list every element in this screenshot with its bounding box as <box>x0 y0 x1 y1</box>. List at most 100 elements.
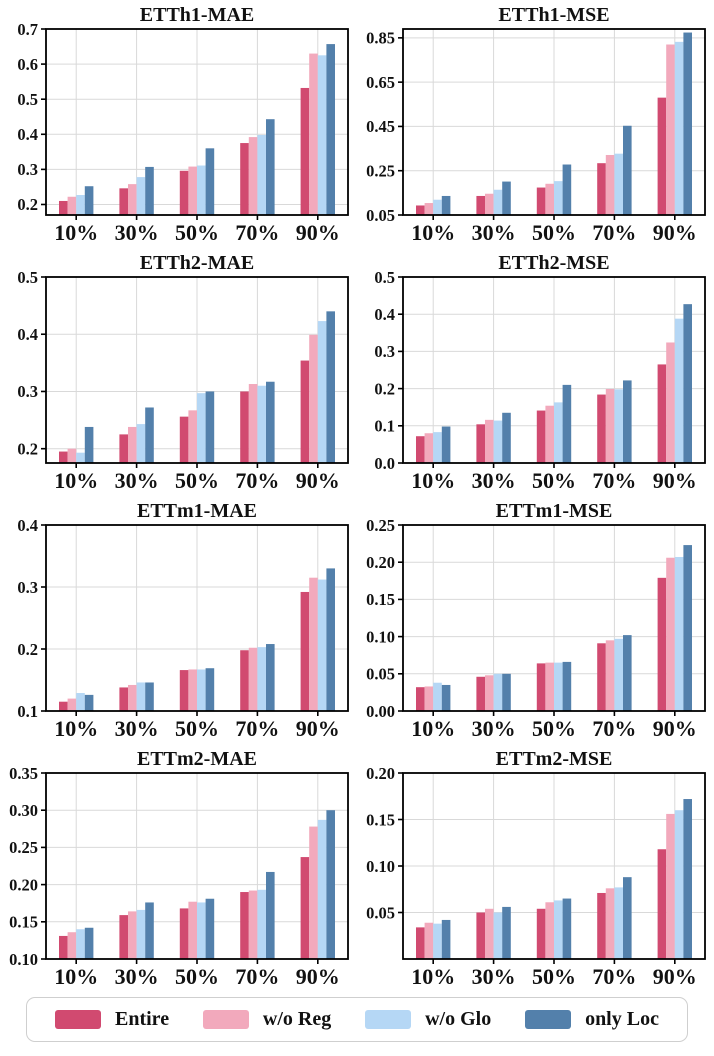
bar-only-loc-30% <box>502 673 511 711</box>
bar-w-o-reg-90% <box>309 577 318 711</box>
legend-label: w/o Reg <box>262 1008 332 1030</box>
bar-w-o-reg-10% <box>67 932 77 959</box>
y-tick-label: 0.10 <box>366 857 395 876</box>
bar-w-o-reg-10% <box>424 433 434 463</box>
x-tick-label: 70% <box>592 220 636 245</box>
bar-only-loc-50% <box>205 391 215 463</box>
bar-w-o-glo-10% <box>76 194 85 215</box>
bar-w-o-reg-90% <box>666 44 675 215</box>
bar-only-loc-50% <box>562 898 572 959</box>
bar-entire-30% <box>476 676 485 711</box>
wo-reg-swatch-icon <box>202 1010 249 1029</box>
bar-w-o-glo-50% <box>554 402 563 463</box>
y-tick-label: 0.7 <box>17 20 38 39</box>
chart-etth1-mse: 0.05 0.25 0.45 0.65 0.85 10% 30% 50% 70% 90% ETTh1… <box>357 2 714 250</box>
bar-only-loc-10% <box>84 426 94 463</box>
bar-w-o-reg-90% <box>309 334 318 463</box>
x-tick-label: 30% <box>115 716 159 741</box>
chart-canvas: 0.2 0.3 0.4 0.5 10% 30% 50% 70% 90% ETTh2-MAE <box>17 252 349 493</box>
bar-w-o-glo-70% <box>257 385 266 463</box>
chart-canvas: 0.05 0.10 0.15 0.20 10% 30% 50% 70% 90% ETTm2-MSE <box>366 748 706 989</box>
charts-grid: 0.2 0.3 0.4 0.5 0.6 0.7 10% 30% 50% 70% 90% ETTh1-M… <box>0 2 714 994</box>
bar-w-o-reg-10% <box>424 922 434 959</box>
chart-ettm2-mae: 0.10 0.15 0.20 0.25 0.30 0.35 10% 30% 50% 70% 90% E… <box>0 746 357 994</box>
bar-w-o-glo-30% <box>493 420 503 463</box>
bar-entire-70% <box>597 394 606 463</box>
bar-only-loc-70% <box>623 125 632 215</box>
bar-entire-10% <box>416 436 425 463</box>
x-tick-label: 90% <box>653 716 697 741</box>
bar-only-loc-10% <box>441 919 451 959</box>
bar-w-o-reg-10% <box>67 196 77 215</box>
bar-w-o-glo-30% <box>493 912 503 959</box>
y-tick-label: 0.2 <box>17 640 38 659</box>
bar-w-o-reg-70% <box>248 384 258 463</box>
bar-w-o-reg-50% <box>188 901 197 959</box>
y-tick-label: 0.85 <box>366 29 395 48</box>
legend-item-entire: Entire <box>55 1008 169 1031</box>
legend-label: only Loc <box>585 1008 659 1030</box>
legend-label: w/o Glo <box>425 1008 492 1030</box>
bar-w-o-glo-70% <box>614 153 623 215</box>
bar-entire-90% <box>300 857 310 959</box>
bar-w-o-glo-70% <box>257 134 266 215</box>
bar-only-loc-30% <box>145 682 154 711</box>
bar-entire-70% <box>240 391 249 463</box>
x-tick-label: 90% <box>653 964 697 989</box>
x-tick-label: 10% <box>411 964 455 989</box>
bar-w-o-glo-10% <box>433 923 442 959</box>
x-tick-label: 70% <box>592 964 636 989</box>
y-tick-label: 0.3 <box>17 578 38 597</box>
y-tick-label: 0.20 <box>9 875 38 894</box>
bar-only-loc-50% <box>205 898 215 959</box>
bar-only-loc-50% <box>205 668 215 711</box>
bar-entire-90% <box>657 849 667 959</box>
bar-w-o-glo-50% <box>554 181 563 215</box>
bar-w-o-glo-50% <box>554 900 563 959</box>
bar-only-loc-70% <box>623 380 632 463</box>
chart-canvas: 0.05 0.25 0.45 0.65 0.85 10% 30% 50% 70% 90% ETTh1… <box>366 4 706 245</box>
chart-ettm1-mae: 0.1 0.2 0.3 0.4 10% 30% 50% 70% 90% ETTm1-MAE <box>0 498 357 746</box>
bar-only-loc-90% <box>326 44 335 216</box>
bar-w-o-reg-30% <box>485 908 494 959</box>
chart-etth2-mse: 0.0 0.1 0.2 0.3 0.4 0.5 10% 30% 50% 70% 90% ETTh2-M… <box>357 250 714 498</box>
bar-w-o-glo-10% <box>76 693 85 711</box>
bar-entire-50% <box>179 670 189 711</box>
bar-w-o-reg-50% <box>188 410 197 463</box>
bar-w-o-reg-90% <box>666 813 675 959</box>
y-tick-label: 0.6 <box>17 55 38 74</box>
bar-entire-50% <box>536 187 546 215</box>
x-tick-label: 30% <box>115 964 159 989</box>
y-tick-label: 0.25 <box>366 161 395 180</box>
bar-w-o-glo-50% <box>554 662 563 711</box>
y-tick-label: 0.5 <box>17 90 38 109</box>
bar-entire-10% <box>59 451 68 463</box>
chart-title: ETTh1-MSE <box>498 4 609 26</box>
x-tick-label: 70% <box>592 468 636 493</box>
x-tick-label: 50% <box>532 716 576 741</box>
y-tick-label: 0.1 <box>374 417 395 436</box>
bar-entire-90% <box>300 87 310 215</box>
chart-canvas: 0.0 0.1 0.2 0.3 0.4 0.5 10% 30% 50% 70% 90% ETTh2-M… <box>374 252 706 493</box>
bar-w-o-glo-50% <box>197 393 206 463</box>
y-tick-label: 0.15 <box>366 590 395 609</box>
y-tick-label: 0.5 <box>17 268 38 287</box>
bar-w-o-reg-10% <box>424 686 434 711</box>
chart-title: ETTh2-MAE <box>140 252 254 274</box>
x-tick-label: 90% <box>653 468 697 493</box>
chart-canvas: 0.00 0.05 0.10 0.15 0.20 0.25 10% 30% 50% 70% 90% E… <box>366 500 706 741</box>
chart-ettm1-mse: 0.00 0.05 0.10 0.15 0.20 0.25 10% 30% 50% 70% 90% E… <box>357 498 714 746</box>
x-tick-label: 50% <box>175 468 219 493</box>
bar-w-o-reg-10% <box>67 448 77 463</box>
chart-title: ETTm2-MSE <box>496 748 613 770</box>
x-tick-label: 70% <box>235 468 279 493</box>
bar-entire-10% <box>416 687 425 711</box>
bar-only-loc-70% <box>266 119 275 215</box>
bar-w-o-glo-50% <box>197 165 206 215</box>
x-tick-label: 50% <box>532 964 576 989</box>
bar-w-o-glo-50% <box>197 902 206 959</box>
legend-bar: Entire w/o Reg w/o Glo only Loc <box>0 997 714 1042</box>
bar-only-loc-10% <box>441 426 451 463</box>
bar-entire-10% <box>59 701 68 711</box>
bar-only-loc-90% <box>683 799 692 959</box>
